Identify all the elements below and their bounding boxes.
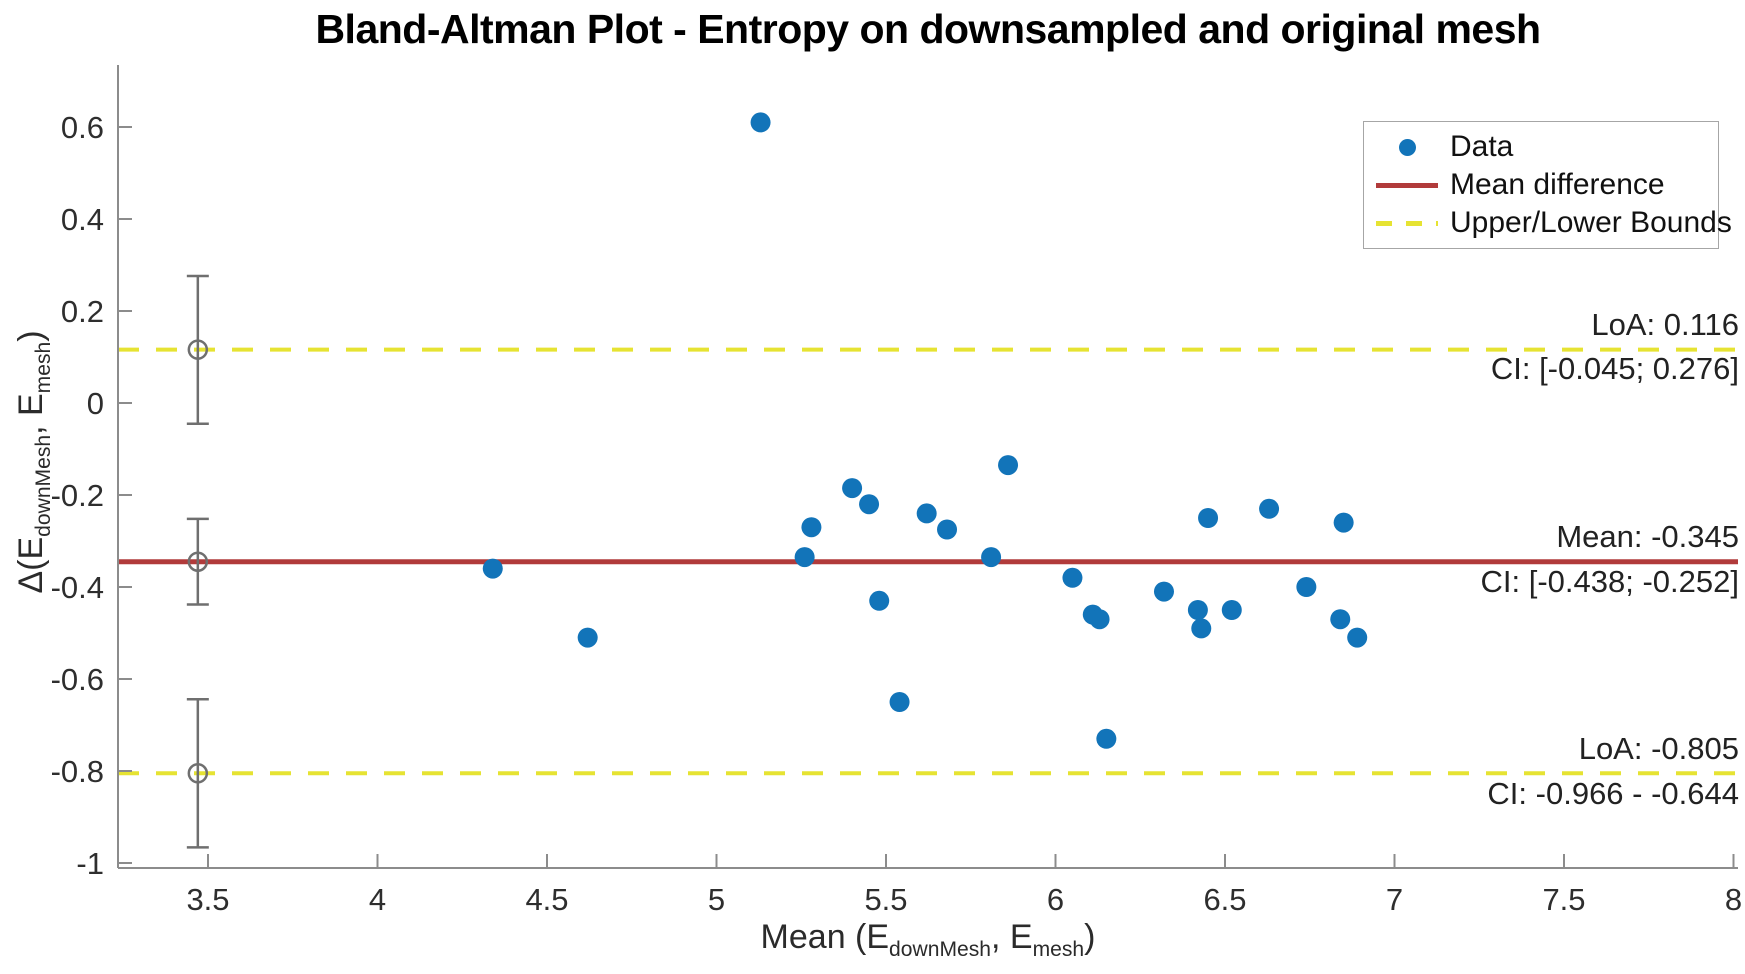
svg-text:0.6: 0.6: [61, 110, 104, 145]
lower-loa-ci-label: CI: -0.966 - -0.644: [1487, 776, 1739, 811]
svg-text:5.5: 5.5: [864, 882, 907, 917]
svg-text:4.5: 4.5: [525, 882, 568, 917]
mean-line-icon: [1376, 182, 1438, 188]
x-axis-label: Mean (EdownMesh, Emesh): [760, 918, 1096, 961]
legend-label-bounds: Upper/Lower Bounds: [1450, 206, 1732, 239]
svg-text:7.5: 7.5: [1542, 882, 1585, 917]
lower-loa-label: LoA: -0.805: [1578, 731, 1739, 766]
legend-item-data: Data: [1364, 128, 1718, 166]
svg-text:-0.4: -0.4: [51, 570, 104, 605]
svg-text:-0.8: -0.8: [51, 754, 104, 789]
mean-label: Mean: -0.345: [1556, 519, 1739, 554]
svg-text:0: 0: [87, 386, 104, 421]
chart-title: Bland-Altman Plot - Entropy on downsampl…: [315, 6, 1541, 52]
bounds-line-icon: [1376, 220, 1438, 226]
legend-item-bounds: Upper/Lower Bounds: [1364, 204, 1732, 242]
svg-text:4: 4: [369, 882, 386, 917]
svg-text:6: 6: [1047, 882, 1064, 917]
legend-label-data: Data: [1450, 130, 1514, 163]
upper-loa-ci-label: CI: [-0.045; 0.276]: [1490, 351, 1739, 386]
data-marker-icon: [1398, 138, 1416, 156]
upper-loa-label: LoA: 0.116: [1591, 307, 1739, 342]
y-axis-label: Δ(EdownMesh, Emesh): [12, 330, 55, 594]
legend: Data Mean difference Upper/Lower Bounds: [1363, 121, 1732, 249]
legend-label-mean-difference: Mean difference: [1450, 168, 1665, 201]
svg-text:-1: -1: [76, 846, 104, 881]
mean-ci-label: CI: [-0.438; -0.252]: [1480, 564, 1739, 599]
svg-text:5: 5: [708, 882, 725, 917]
svg-text:7: 7: [1386, 882, 1403, 917]
svg-text:0.2: 0.2: [61, 294, 104, 329]
svg-text:6.5: 6.5: [1203, 882, 1246, 917]
svg-text:8: 8: [1725, 882, 1742, 917]
svg-text:-0.2: -0.2: [51, 478, 104, 513]
svg-text:0.4: 0.4: [61, 202, 104, 237]
svg-text:3.5: 3.5: [186, 882, 229, 917]
svg-text:-0.6: -0.6: [51, 662, 104, 697]
legend-item-mean-difference: Mean difference: [1364, 166, 1718, 204]
